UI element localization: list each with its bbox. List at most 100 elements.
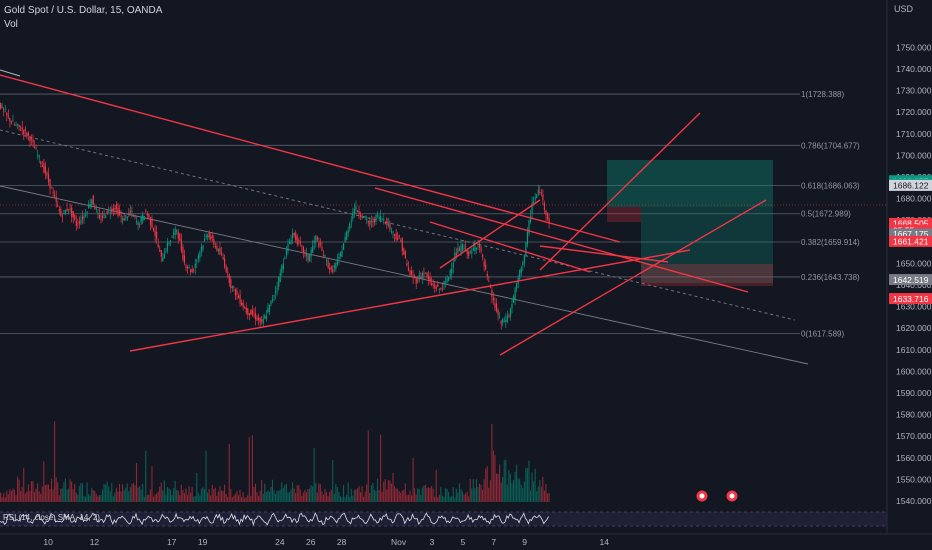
candle-body (234, 289, 237, 296)
volume-bar (288, 492, 291, 502)
volume-bar (205, 450, 207, 502)
volume-bar (202, 487, 204, 502)
volume-bar (472, 479, 474, 502)
volume-bar (305, 492, 308, 502)
candle-body (525, 242, 527, 257)
volume-bar (6, 490, 8, 502)
candle-body (526, 231, 529, 245)
candle-body (50, 187, 53, 189)
candle-body (156, 231, 158, 240)
volume-bar (528, 460, 530, 502)
volume-bar (216, 495, 218, 502)
volume-bar (392, 472, 394, 502)
volume-bar (508, 469, 510, 502)
price-tick-label: 1570.000 (896, 431, 932, 441)
volume-bar (208, 489, 210, 502)
fib-level-label: 1(1728.388) (801, 90, 844, 99)
candle-body (407, 266, 410, 271)
candle-body (512, 296, 515, 303)
fib-level-label: 0.618(1686.063) (801, 182, 860, 191)
volume-bar (457, 492, 459, 502)
red-trendline (429, 221, 591, 273)
candle-body (135, 221, 138, 223)
price-tag (889, 274, 932, 286)
volume-bar (63, 482, 65, 502)
symbol-title[interactable]: Gold Spot / U.S. Dollar, 15, OANDA (4, 5, 163, 16)
candle-body (207, 235, 209, 238)
candle-body (353, 208, 356, 214)
candle-body (169, 240, 172, 242)
candle-body (41, 165, 43, 167)
candle-body (6, 112, 8, 116)
volume-bar (338, 491, 340, 502)
volume-bar (423, 485, 425, 502)
candle-body (230, 279, 232, 289)
volume-bar (132, 482, 134, 502)
volume-bar (52, 489, 54, 502)
candle-body (35, 148, 37, 150)
candle-body (426, 272, 428, 278)
volume-bar (434, 496, 436, 502)
volume-bar (301, 495, 303, 502)
volume-bar (245, 497, 247, 502)
candle-body (420, 277, 422, 278)
volume-bar (176, 489, 178, 502)
candle-body (437, 284, 439, 287)
volume-bar (7, 494, 9, 502)
volume-bar (403, 489, 405, 502)
fib-level-label: 0.786(1704.677) (801, 141, 860, 150)
volume-bar (220, 490, 223, 502)
candle-body (15, 125, 17, 126)
red-trendline (374, 187, 749, 293)
candle-body (460, 245, 462, 253)
candle-body (97, 213, 99, 214)
volume-bar (74, 483, 76, 502)
candle-body (118, 210, 121, 215)
candle-body (166, 242, 169, 251)
candle-body (132, 215, 135, 217)
volume-bar (186, 494, 189, 502)
candle-body (287, 244, 289, 252)
volume-label[interactable]: Vol (4, 19, 18, 30)
price-tick-label: 1630.000 (896, 302, 932, 312)
candle-body (276, 287, 278, 290)
candle-body (309, 255, 311, 262)
volume-bar (47, 484, 49, 502)
candle-body (482, 254, 484, 258)
price-tick-label: 1720.000 (896, 107, 932, 117)
candle-body (393, 234, 396, 236)
candle-body (293, 232, 295, 236)
candle-body (373, 219, 376, 223)
candle-body (208, 232, 210, 239)
volume-bar (505, 459, 507, 502)
candle-body (458, 248, 461, 251)
volume-bar (537, 486, 539, 502)
volume-bar (225, 493, 227, 502)
volume-bar (485, 468, 487, 502)
candle-body (152, 228, 155, 231)
volume-bar (390, 483, 392, 502)
volume-bar (101, 489, 104, 502)
volume-bar (264, 483, 266, 502)
loss-zone (607, 207, 641, 222)
volume-bar (429, 487, 431, 502)
candle-body (477, 244, 479, 246)
volume-bar (494, 455, 496, 502)
candle-body (431, 283, 433, 285)
candle-body (222, 257, 224, 259)
candle-body (364, 216, 366, 218)
price-tag (889, 235, 932, 247)
candle-body (88, 204, 90, 209)
candle-body (465, 245, 467, 247)
candle-body (251, 310, 254, 315)
candle-body (281, 265, 283, 273)
volume-bar (482, 489, 484, 502)
candle-body (392, 231, 394, 233)
volume-bar (253, 486, 255, 502)
time-tick-label: 10 (43, 537, 53, 547)
candle-body (533, 201, 535, 203)
candle-body (227, 271, 229, 273)
candle-body (461, 244, 464, 252)
